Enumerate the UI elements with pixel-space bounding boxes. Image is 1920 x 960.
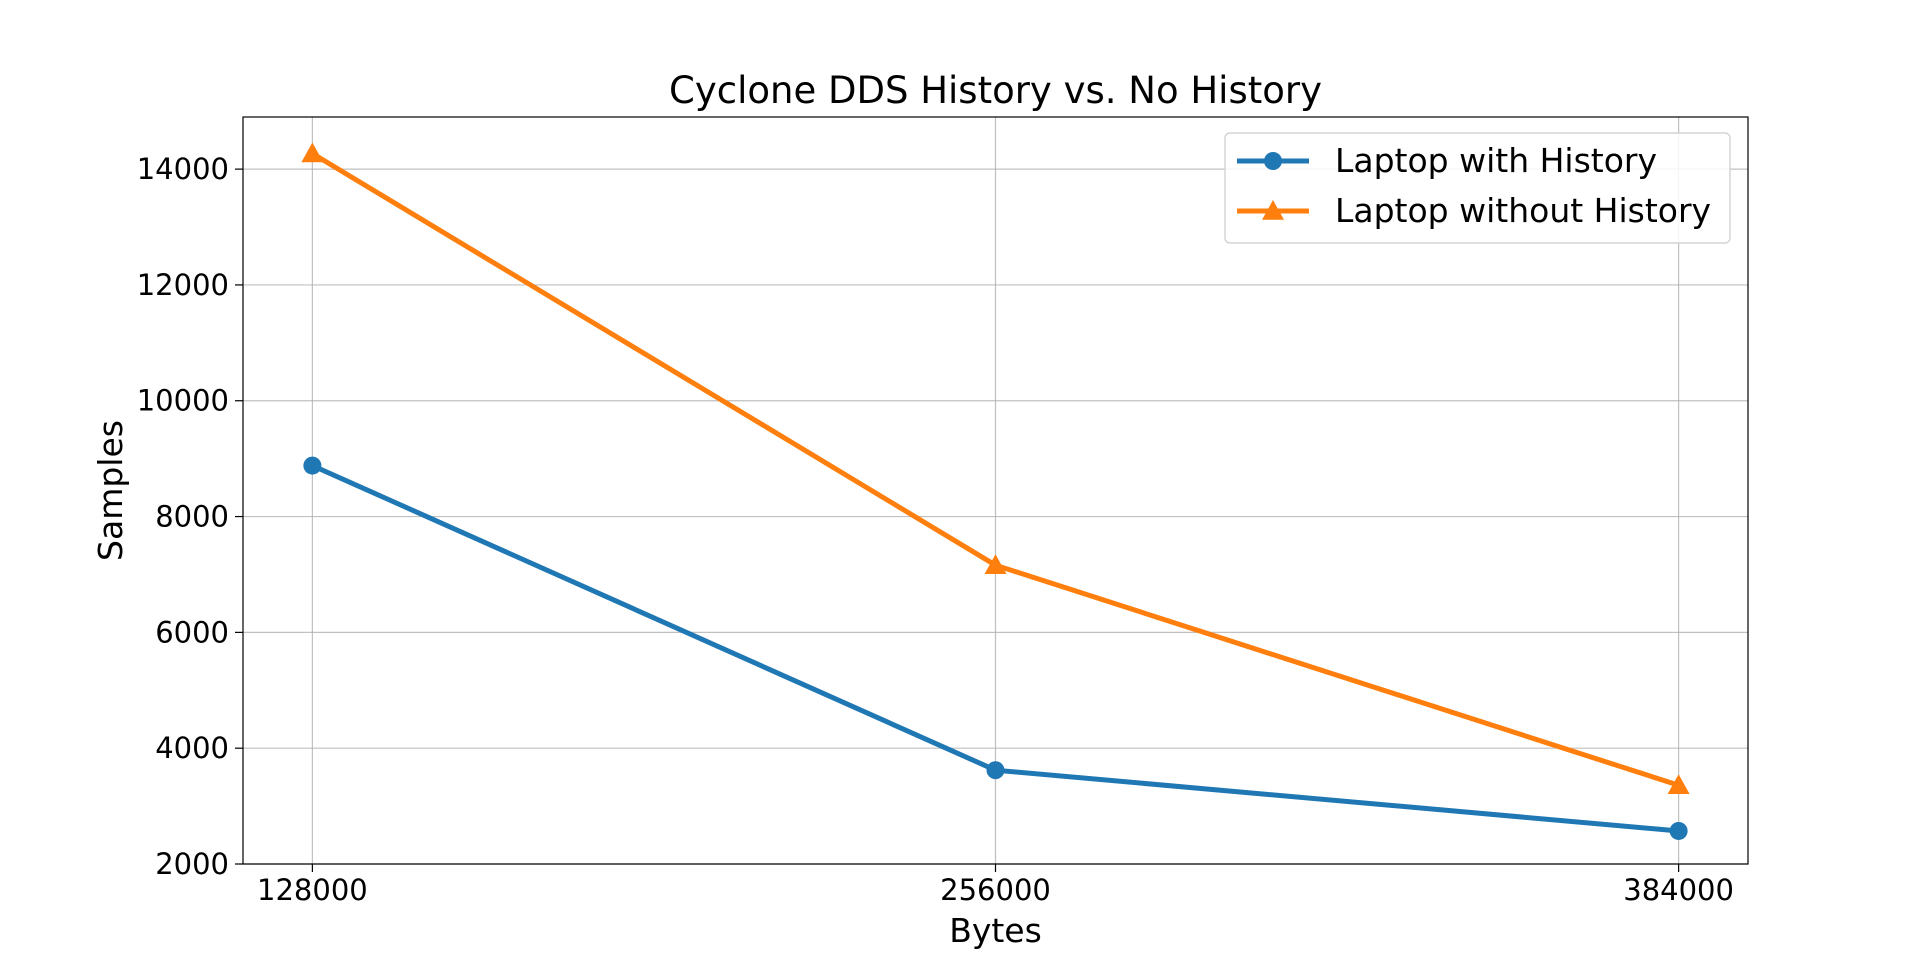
y-axis-label: Samples xyxy=(91,420,130,561)
legend-marker xyxy=(1264,152,1282,170)
legend-marker xyxy=(1262,200,1284,220)
y-tick-label: 8000 xyxy=(155,500,229,534)
data-point xyxy=(1669,821,1688,840)
data-point xyxy=(984,554,1007,574)
x-tick-label: 128000 xyxy=(257,873,368,907)
legend-label: Laptop without History xyxy=(1335,191,1711,230)
y-tick-label: 10000 xyxy=(137,384,229,418)
series-layer xyxy=(301,142,1690,840)
chart-title: Cyclone DDS History vs. No History xyxy=(669,69,1322,112)
y-tick-label: 6000 xyxy=(155,615,229,649)
y-tick-label: 14000 xyxy=(137,152,229,186)
legend-entry-1: Laptop with History xyxy=(1237,141,1657,180)
data-point xyxy=(303,456,322,475)
legend-entry-2: Laptop without History xyxy=(1237,191,1711,230)
series-1 xyxy=(303,456,1688,840)
x-tick-label: 384000 xyxy=(1623,873,1734,907)
data-point xyxy=(986,761,1005,780)
axis-ticks: 128000 256000 384000 2000 4000 6000 8000 10000 1… xyxy=(137,152,1734,907)
x-axis-label: Bytes xyxy=(949,911,1042,950)
series-2 xyxy=(301,142,1690,795)
legend-label: Laptop with History xyxy=(1335,141,1657,180)
y-tick-label: 12000 xyxy=(137,268,229,302)
y-tick-label: 2000 xyxy=(155,847,229,881)
data-point xyxy=(301,142,324,163)
y-tick-label: 4000 xyxy=(155,731,229,765)
legend-box xyxy=(1224,132,1731,244)
data-point xyxy=(1667,774,1690,795)
legend: Laptop with History Laptop without Histor… xyxy=(1224,132,1731,244)
x-tick-label: 256000 xyxy=(940,873,1051,907)
